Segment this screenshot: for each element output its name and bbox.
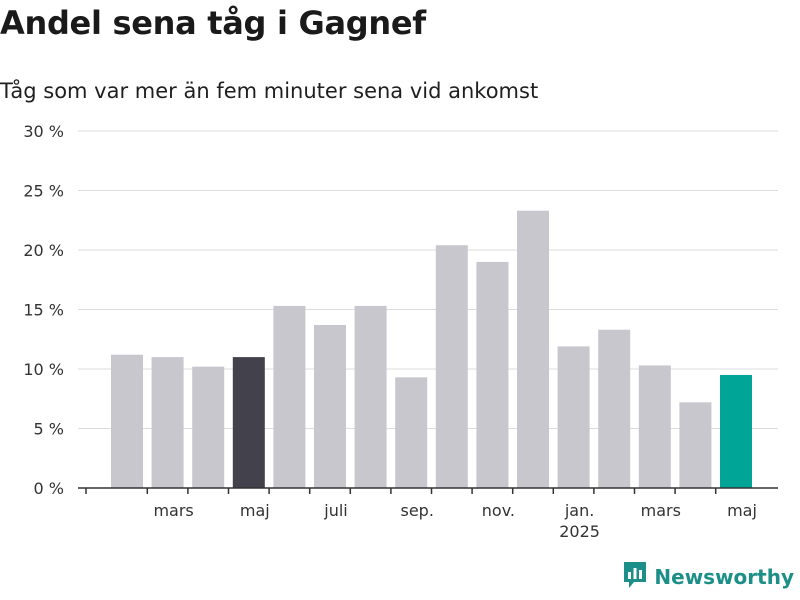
x-tick-label: mars xyxy=(153,501,193,520)
brand-name: Newsworthy xyxy=(654,565,794,589)
y-tick-label: 15 % xyxy=(23,301,64,320)
newsworthy-logo-icon xyxy=(622,560,648,594)
x-tick-label: maj xyxy=(240,501,270,520)
bar-2024-05 xyxy=(232,357,265,488)
chart-subtitle: Tåg som var mer än fem minuter sena vid … xyxy=(0,79,539,103)
bar-2024-10 xyxy=(435,245,468,488)
bar-2025-03 xyxy=(638,365,671,488)
x-tick-sublabel: 2025 xyxy=(559,522,600,541)
x-tick-label: sep. xyxy=(400,501,433,520)
x-tick-label: maj xyxy=(727,501,757,520)
bar-2025-05 xyxy=(720,374,752,488)
y-tick-label: 30 % xyxy=(23,122,64,141)
bar-chart: 0 % 5 % 10 % 15 % 20 % 25 % 30 % mars maj juli sep… xyxy=(23,122,778,541)
bar-2025-01 xyxy=(557,346,590,488)
bar-2024-08 xyxy=(354,305,387,488)
bar-2024-07 xyxy=(314,324,346,488)
bar-2025-02 xyxy=(598,329,631,488)
bar-2024-12 xyxy=(517,210,549,489)
x-tick-label: jan. xyxy=(564,501,594,520)
brand-logo: Newsworthy xyxy=(622,562,794,592)
bar-2025-04 xyxy=(679,402,712,488)
y-tick-label: 5 % xyxy=(34,420,64,439)
chart-title: Andel sena tåg i Gagnef xyxy=(0,4,426,42)
x-tick-label: nov. xyxy=(482,501,515,520)
bar-2024-06 xyxy=(273,305,306,488)
bar-2024-11 xyxy=(476,261,509,488)
bar-2024-03 xyxy=(151,357,184,488)
bar-2024-02 xyxy=(111,354,143,488)
x-tick-label: mars xyxy=(641,501,681,520)
y-tick-label: 0 % xyxy=(34,479,64,498)
y-tick-label: 20 % xyxy=(23,241,64,260)
y-tick-label: 25 % xyxy=(23,182,64,201)
x-tick-label: juli xyxy=(323,501,347,520)
y-tick-label: 10 % xyxy=(23,360,64,379)
bar-2024-09 xyxy=(395,377,428,488)
bar-2024-04 xyxy=(192,366,225,488)
